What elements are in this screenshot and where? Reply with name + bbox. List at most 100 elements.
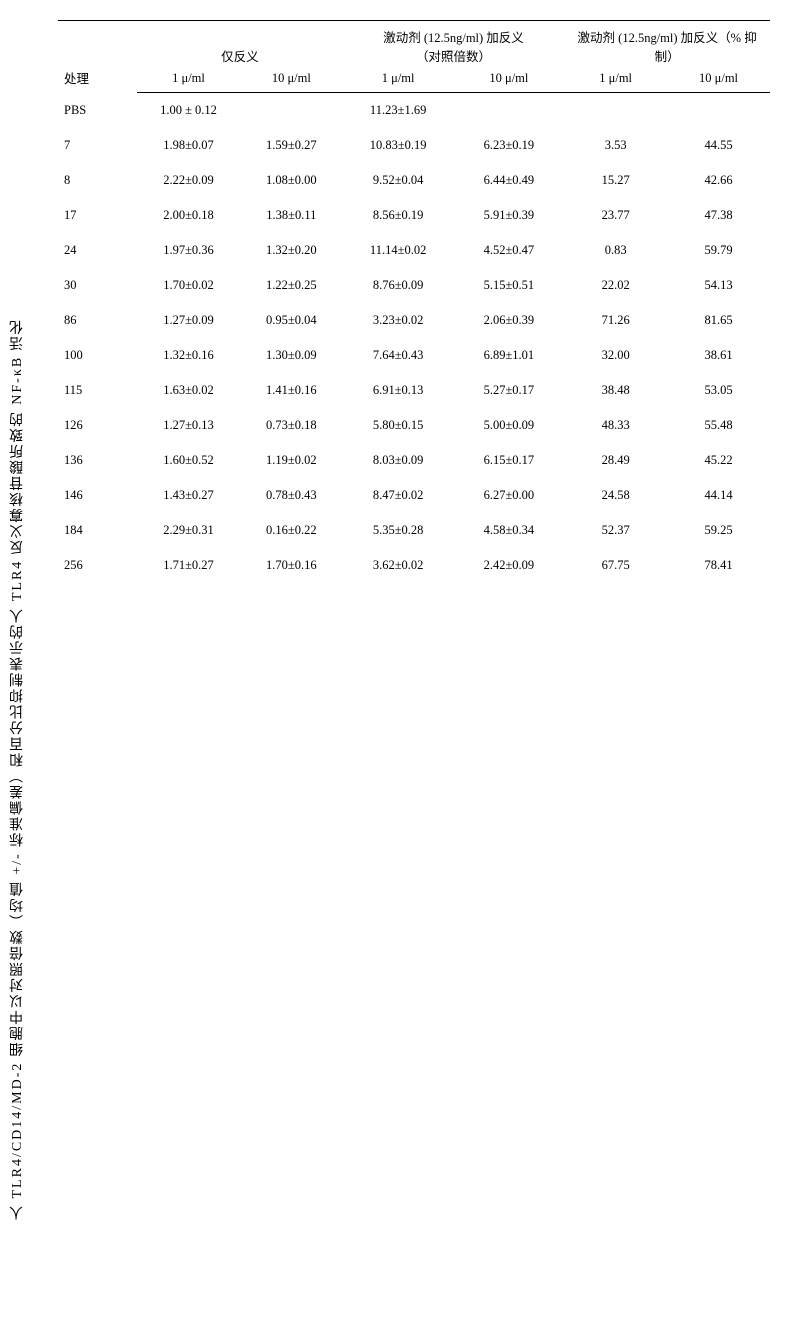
cell-agonist-1u: 8.76±0.09 [343,268,454,303]
cell-treatment: 86 [58,303,137,338]
cell-percent-1u [564,93,667,129]
cell-percent-10u: 55.48 [667,408,770,443]
cell-treatment: 8 [58,163,137,198]
cell-antisense-10u: 1.22±0.25 [240,268,343,303]
table-body: PBS1.00 ± 0.1211.23±1.6971.98±0.071.59±0… [58,93,770,584]
table-row: 1842.29±0.310.16±0.225.35±0.284.58±0.345… [58,513,770,548]
cell-antisense-1u: 1.70±0.02 [137,268,240,303]
cell-percent-1u: 24.58 [564,478,667,513]
cell-agonist-1u: 8.03±0.09 [343,443,454,478]
cell-antisense-1u: 1.98±0.07 [137,128,240,163]
cell-agonist-10u: 4.58±0.34 [454,513,565,548]
cell-treatment: 184 [58,513,137,548]
col-sub-1u: 1 μ/ml [343,65,454,93]
cell-antisense-10u: 1.32±0.20 [240,233,343,268]
cell-antisense-1u: 1.27±0.09 [137,303,240,338]
cell-percent-1u: 32.00 [564,338,667,373]
cell-agonist-10u: 6.89±1.01 [454,338,565,373]
col-sub-1u: 1 μ/ml [564,65,667,93]
table-row: 1001.32±0.161.30±0.097.64±0.436.89±1.013… [58,338,770,373]
cell-agonist-1u: 7.64±0.43 [343,338,454,373]
cell-percent-10u: 42.66 [667,163,770,198]
cell-antisense-10u: 1.08±0.00 [240,163,343,198]
cell-antisense-10u: 0.95±0.04 [240,303,343,338]
table-caption: 人 TLR4/CD14/MD-2 细胞中以对照倍数（均值 +/- 标准偏差）和百… [8,20,28,1220]
cell-percent-10u: 38.61 [667,338,770,373]
cell-antisense-10u: 0.73±0.18 [240,408,343,443]
table-row: 861.27±0.090.95±0.043.23±0.022.06±0.3971… [58,303,770,338]
cell-agonist-10u: 6.23±0.19 [454,128,565,163]
cell-agonist-1u: 11.14±0.02 [343,233,454,268]
col-group-agonist-antisense: 激动剂 (12.5ng/ml) 加反义 （对照倍数） [343,21,565,66]
cell-agonist-10u: 6.27±0.00 [454,478,565,513]
cell-percent-10u: 45.22 [667,443,770,478]
cell-percent-10u: 54.13 [667,268,770,303]
col-header-treatment: 处理 [58,21,137,93]
cell-antisense-10u [240,93,343,129]
cell-percent-1u: 28.49 [564,443,667,478]
col-sub-1u: 1 μ/ml [137,65,240,93]
cell-percent-10u: 44.55 [667,128,770,163]
cell-percent-10u: 81.65 [667,303,770,338]
cell-treatment: 146 [58,478,137,513]
col-sub-10u: 10 μ/ml [240,65,343,93]
cell-antisense-1u: 2.29±0.31 [137,513,240,548]
table-row: 172.00±0.181.38±0.118.56±0.195.91±0.3923… [58,198,770,233]
cell-percent-10u: 59.25 [667,513,770,548]
cell-percent-1u: 3.53 [564,128,667,163]
cell-treatment: 100 [58,338,137,373]
cell-treatment: 115 [58,373,137,408]
cell-agonist-10u: 6.15±0.17 [454,443,565,478]
cell-agonist-10u: 4.52±0.47 [454,233,565,268]
cell-treatment: PBS [58,93,137,129]
table-row: 71.98±0.071.59±0.2710.83±0.196.23±0.193.… [58,128,770,163]
cell-agonist-1u: 6.91±0.13 [343,373,454,408]
cell-antisense-1u: 2.00±0.18 [137,198,240,233]
cell-antisense-1u: 1.97±0.36 [137,233,240,268]
cell-percent-10u [667,93,770,129]
cell-treatment: 136 [58,443,137,478]
cell-percent-1u: 23.77 [564,198,667,233]
cell-treatment: 7 [58,128,137,163]
col-sub-10u: 10 μ/ml [454,65,565,93]
cell-agonist-1u: 5.80±0.15 [343,408,454,443]
cell-percent-1u: 22.02 [564,268,667,303]
cell-antisense-10u: 1.30±0.09 [240,338,343,373]
table-row: PBS1.00 ± 0.12 11.23±1.69 [58,93,770,129]
cell-agonist-1u: 10.83±0.19 [343,128,454,163]
cell-percent-10u: 53.05 [667,373,770,408]
cell-antisense-1u: 1.00 ± 0.12 [137,93,240,129]
cell-agonist-10u: 5.15±0.51 [454,268,565,303]
cell-agonist-10u: 2.42±0.09 [454,548,565,583]
table-row: 82.22±0.091.08±0.009.52±0.046.44±0.4915.… [58,163,770,198]
col-sub-10u: 10 μ/ml [667,65,770,93]
cell-agonist-10u: 5.27±0.17 [454,373,565,408]
col-group-agonist-percent: 激动剂 (12.5ng/ml) 加反义（% 抑制） [564,21,770,66]
cell-percent-1u: 48.33 [564,408,667,443]
cell-antisense-10u: 1.19±0.02 [240,443,343,478]
cell-agonist-1u: 11.23±1.69 [343,93,454,129]
cell-percent-1u: 52.37 [564,513,667,548]
cell-percent-1u: 15.27 [564,163,667,198]
cell-agonist-1u: 3.62±0.02 [343,548,454,583]
cell-antisense-10u: 0.16±0.22 [240,513,343,548]
cell-treatment: 256 [58,548,137,583]
cell-antisense-1u: 1.32±0.16 [137,338,240,373]
table-row: 1361.60±0.521.19±0.028.03±0.096.15±0.172… [58,443,770,478]
cell-antisense-1u: 1.27±0.13 [137,408,240,443]
cell-agonist-1u: 5.35±0.28 [343,513,454,548]
cell-antisense-1u: 1.71±0.27 [137,548,240,583]
cell-antisense-1u: 1.60±0.52 [137,443,240,478]
cell-percent-10u: 44.14 [667,478,770,513]
cell-treatment: 30 [58,268,137,303]
cell-treatment: 126 [58,408,137,443]
col-group-antisense-only: 仅反义 [137,21,343,66]
cell-antisense-10u: 1.38±0.11 [240,198,343,233]
cell-percent-10u: 47.38 [667,198,770,233]
cell-antisense-1u: 2.22±0.09 [137,163,240,198]
cell-agonist-1u: 8.56±0.19 [343,198,454,233]
cell-antisense-10u: 1.41±0.16 [240,373,343,408]
cell-treatment: 24 [58,233,137,268]
table-row: 1261.27±0.130.73±0.185.80±0.155.00±0.094… [58,408,770,443]
cell-percent-1u: 67.75 [564,548,667,583]
